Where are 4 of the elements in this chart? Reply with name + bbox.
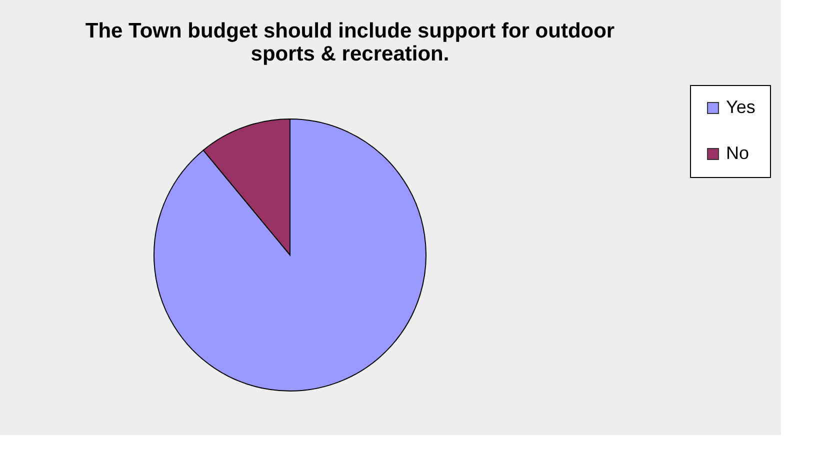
legend-label: No <box>726 143 750 163</box>
legend-label: Yes <box>726 97 756 117</box>
pie-slice <box>154 118 426 392</box>
chart-title: The Town budget should include support for outdoor sports & recreation. <box>85 20 615 66</box>
